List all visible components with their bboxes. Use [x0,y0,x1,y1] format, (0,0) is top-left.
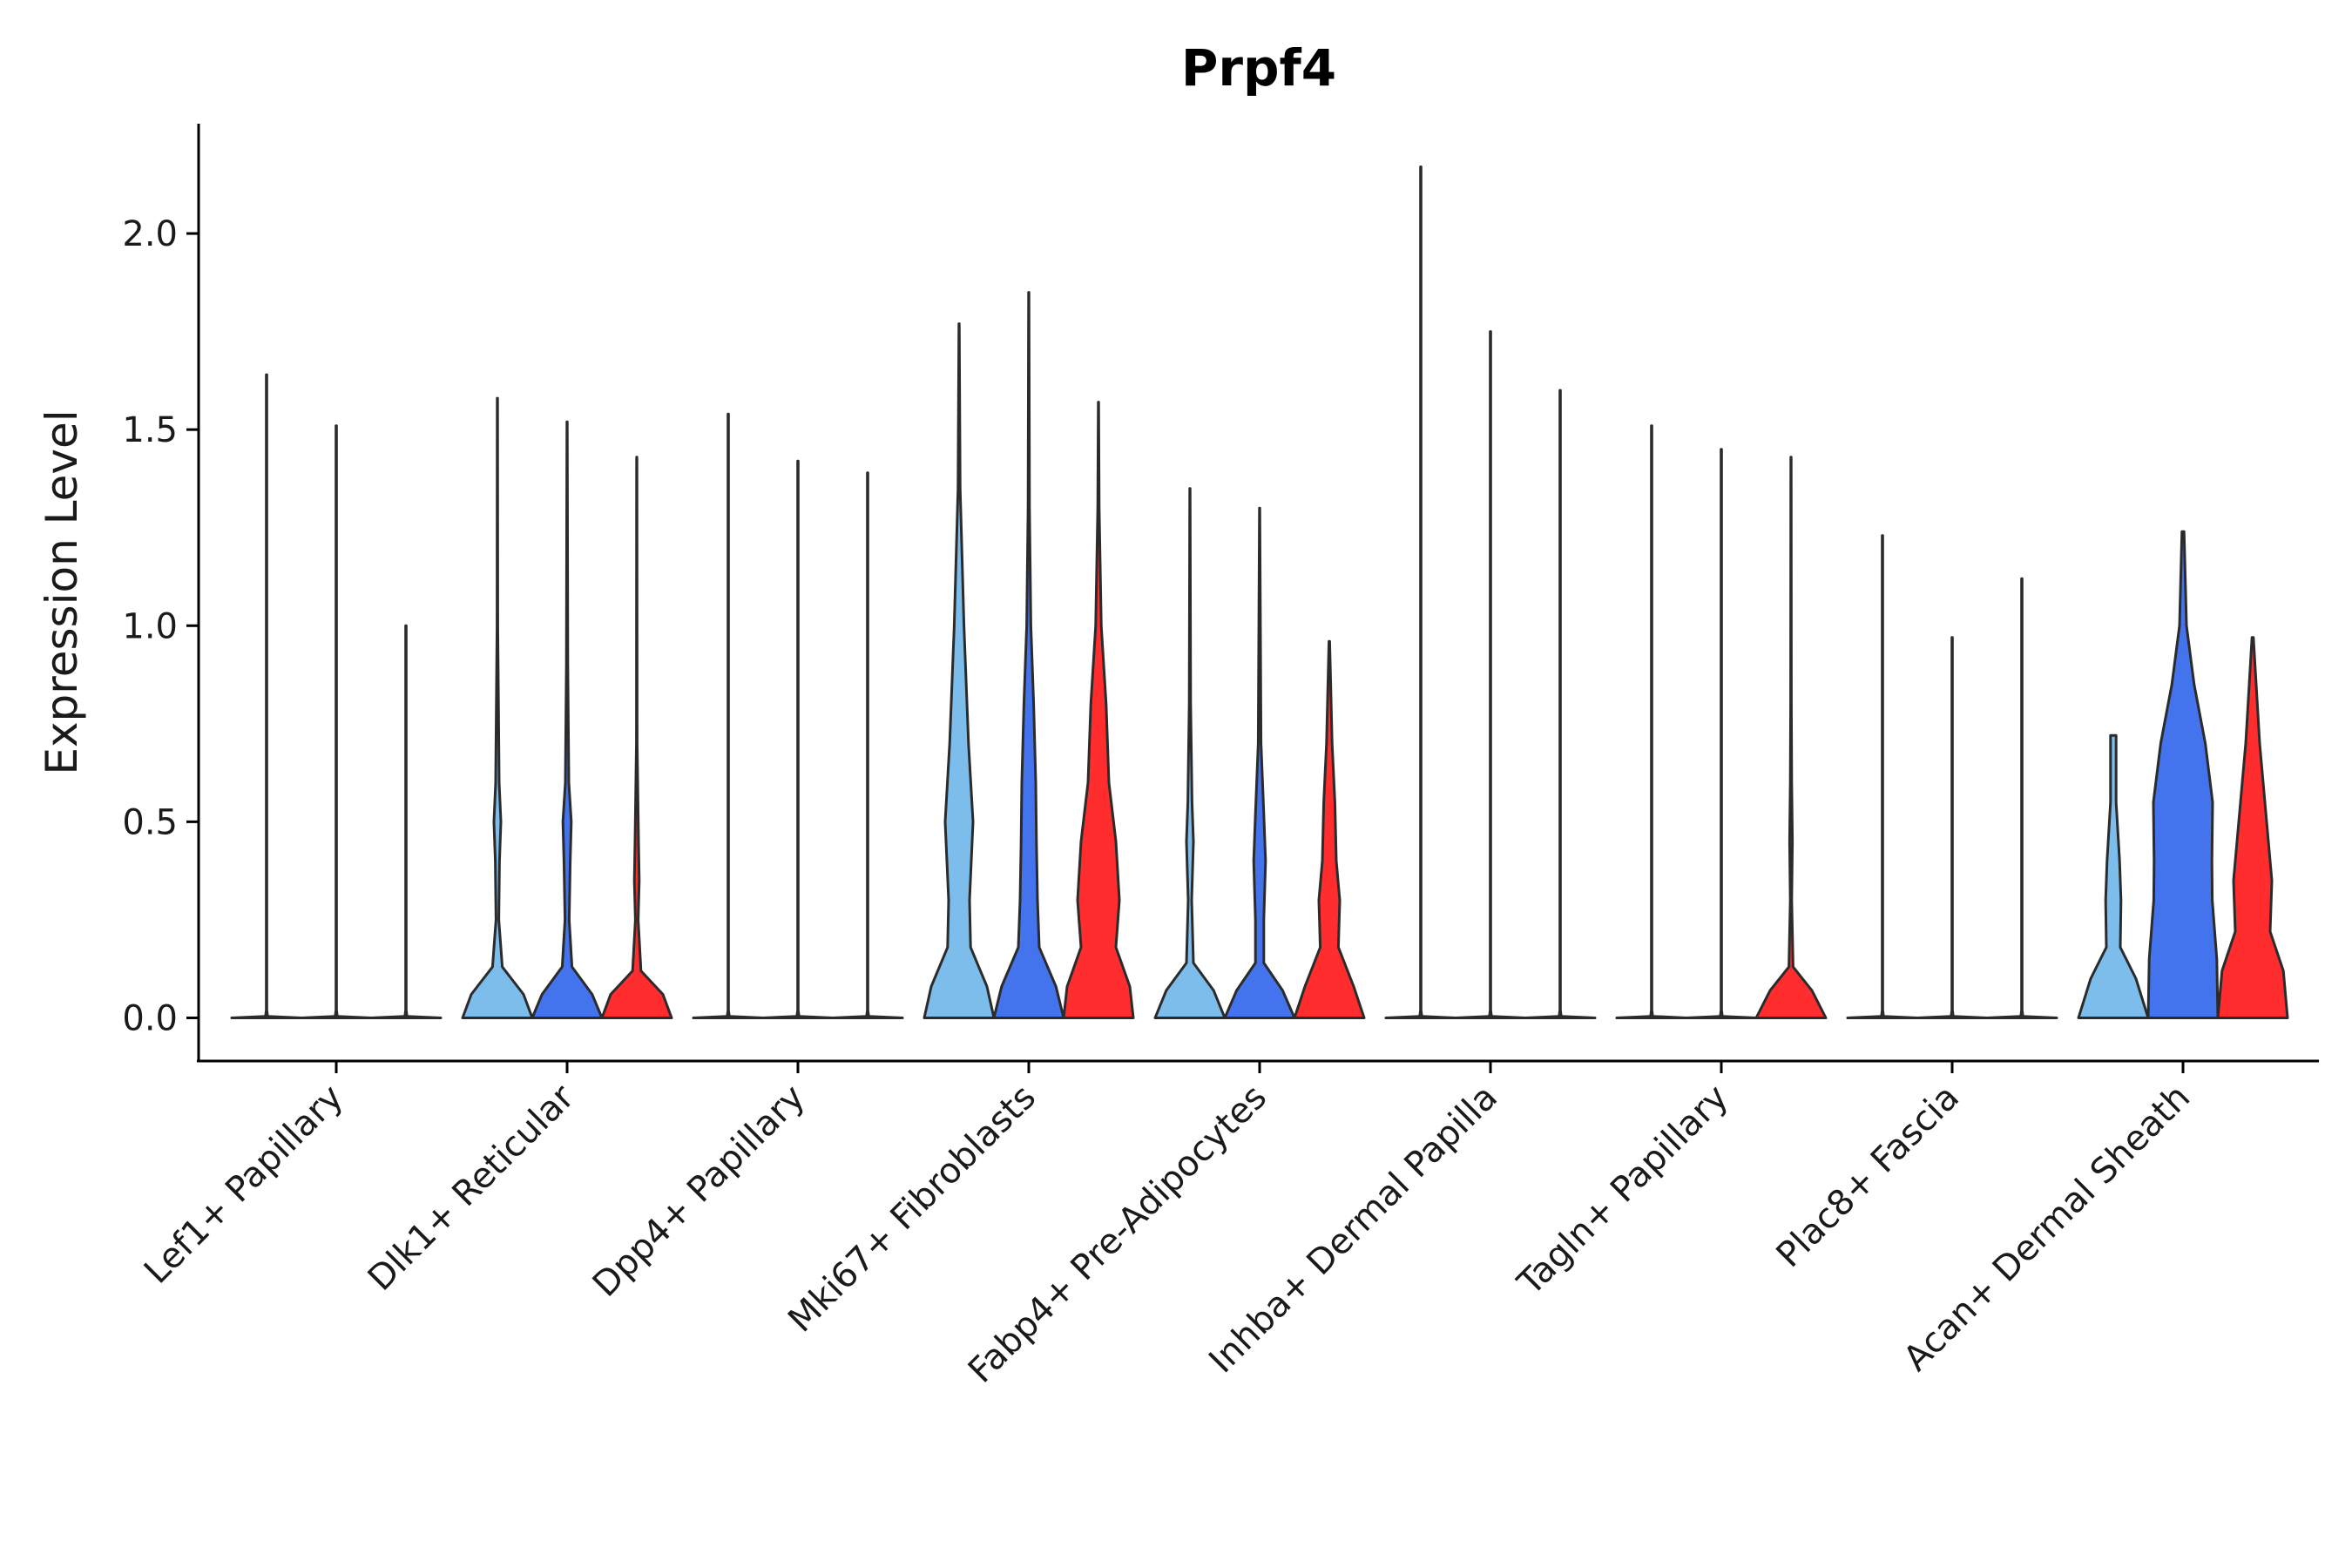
violin-1 [923,322,996,1019]
violin-1 [2077,733,2150,1019]
violin-2 [1454,330,1527,1019]
violin-3 [831,471,904,1019]
violin-3 [1524,389,1597,1019]
plot-area [230,166,2289,1019]
violin-1 [1384,166,1457,1019]
x-tick-label: Lef1+ Papillary [137,1078,351,1292]
x-tick-label: Dlk1+ Reticular [361,1077,583,1299]
violin-1 [1846,534,1919,1019]
y-axis-label: Expression Level [37,409,87,774]
violin-2 [761,459,835,1019]
violin-2 [531,420,604,1019]
violin-1 [1615,424,1688,1019]
violin-3 [1062,401,1135,1019]
violin-3 [2216,636,2289,1019]
axes [197,124,2319,1063]
x-tick-label: Plac8+ Fascia [1769,1078,1968,1276]
y-ticks: 0.0 0.5 1.0 1.5 2.0 [122,214,199,1038]
violin-1 [230,373,303,1019]
violin-3 [369,624,443,1019]
y-tick-label: 1.0 [122,606,178,646]
violin-2 [992,291,1065,1019]
violin-2 [1916,636,1989,1019]
violin-2 [1685,448,1758,1019]
violin-3 [1754,456,1828,1019]
violin-1 [461,396,534,1019]
violin-2 [1223,506,1296,1019]
violin-3 [1985,577,2058,1019]
violin-2 [2146,530,2220,1019]
y-tick-label: 0.0 [122,998,178,1038]
x-ticks: Lef1+ Papillary Dlk1+ Reticular Dpp4+ Papi… [137,1061,2198,1391]
x-tick-label: Tagln+ Papillary [1510,1078,1736,1304]
violin-2 [300,424,373,1019]
x-tick-label: Mki67+ Fibroblasts [781,1078,1044,1341]
x-tick-label: Dpp4+ Papillary [585,1078,813,1305]
y-tick-label: 0.5 [122,802,178,842]
chart-title: Prpf4 [1181,38,1336,98]
violin-1 [692,412,765,1019]
violin-1 [1153,487,1227,1019]
y-tick-label: 2.0 [122,214,178,254]
violin-3 [600,456,673,1019]
violin-3 [1293,639,1366,1019]
y-tick-label: 1.5 [122,410,178,450]
